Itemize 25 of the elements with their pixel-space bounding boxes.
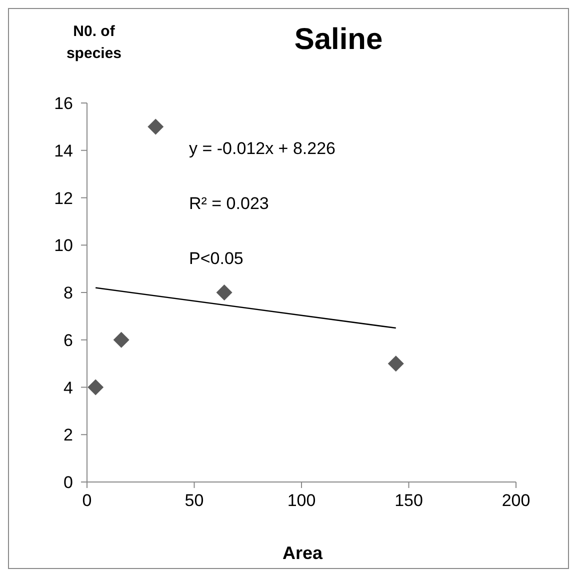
- y-tick-label: 12: [54, 188, 73, 208]
- point: [113, 332, 130, 348]
- x-tick-label: 150: [394, 491, 423, 510]
- point: [148, 118, 164, 135]
- point: [88, 379, 104, 396]
- x-tick-label: 100: [287, 491, 316, 510]
- annotation: y = -0.012x + 8.226: [189, 139, 336, 159]
- y-axis-title: N0. of species: [65, 22, 123, 64]
- y-tick-label: 2: [64, 426, 73, 445]
- y-tick-label: 0: [64, 473, 73, 492]
- x-tick-label: 0: [82, 491, 92, 510]
- annotation: R² = 0.023: [189, 194, 269, 214]
- y-tick-label: 14: [54, 141, 73, 160]
- y-tick-label: 16: [54, 94, 73, 114]
- chart-title: Saline: [294, 23, 383, 56]
- x-tick-label: 200: [502, 491, 530, 510]
- point: [388, 356, 404, 372]
- y-tick-label: 8: [64, 284, 73, 303]
- point: [216, 284, 232, 300]
- y-tick-label: 6: [64, 330, 73, 350]
- annotation: P<0.05: [189, 249, 244, 269]
- y-tick-label: 4: [64, 378, 73, 398]
- x-axis-title: Area: [281, 543, 324, 564]
- x-tick-label: 50: [184, 491, 204, 510]
- y-tick-label: 10: [54, 236, 73, 256]
